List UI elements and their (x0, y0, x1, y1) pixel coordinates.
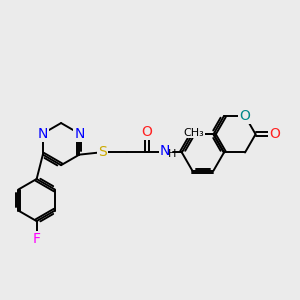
Text: H: H (168, 149, 176, 159)
Text: O: O (142, 125, 152, 139)
Text: S: S (99, 146, 107, 160)
Text: N: N (74, 127, 85, 141)
Text: CH₃: CH₃ (184, 128, 205, 138)
Text: O: O (240, 109, 250, 123)
Text: F: F (33, 232, 41, 246)
Text: N: N (160, 144, 170, 158)
Text: N: N (38, 127, 48, 141)
Text: O: O (269, 127, 281, 141)
